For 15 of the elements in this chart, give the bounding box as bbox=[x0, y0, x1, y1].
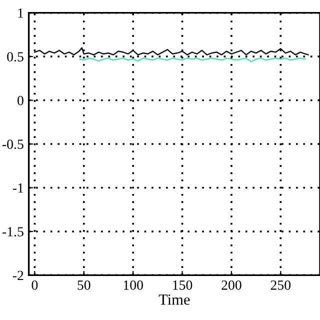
y-tick-label: -2 bbox=[12, 270, 24, 280]
line-series bbox=[34, 47, 309, 56]
x-tick-label: 0 bbox=[32, 280, 38, 290]
x-axis-title: Time bbox=[158, 294, 190, 305]
y-tick-label: 0.5 bbox=[7, 52, 24, 62]
y-tick-label: -1.5 bbox=[2, 227, 24, 236]
x-tick-label: 50 bbox=[78, 280, 90, 290]
y-tick-label: -1 bbox=[12, 183, 24, 193]
x-tick-label: 150 bbox=[173, 280, 192, 290]
y-tick-label: 0 bbox=[18, 96, 24, 106]
y-tick-label: -0.5 bbox=[2, 140, 24, 150]
x-tick-label: 250 bbox=[270, 280, 291, 290]
x-tick-label: 200 bbox=[222, 280, 242, 290]
x-tick-label: 100 bbox=[124, 280, 143, 290]
y-tick-label: 1 bbox=[18, 8, 24, 18]
